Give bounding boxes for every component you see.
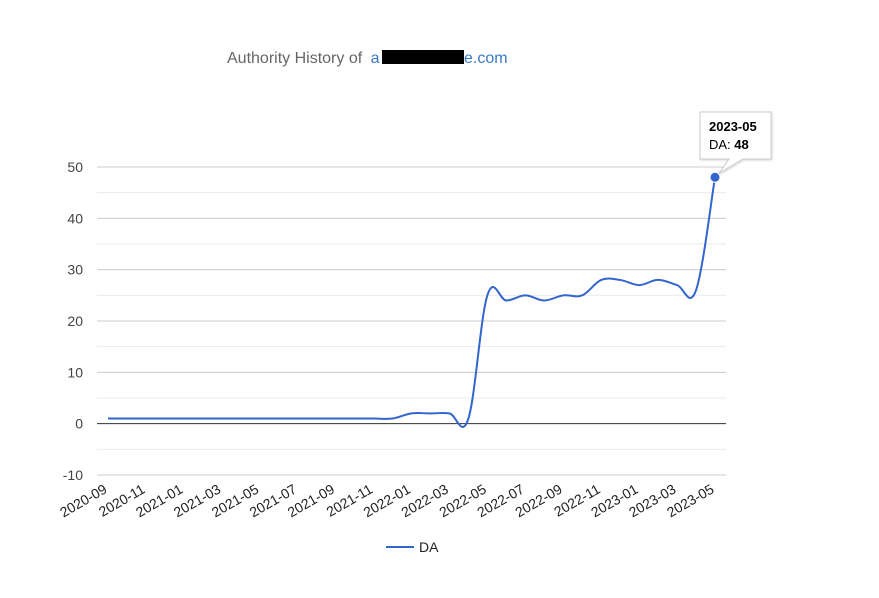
- chart-title: Authority History of a e.com: [227, 50, 508, 67]
- legend-label-da[interactable]: DA: [419, 539, 439, 555]
- y-tick-label: -10: [63, 467, 83, 483]
- tooltip-value-line: DA: 48: [709, 137, 749, 152]
- svg-text:Authority History of a: Authority History of a: [227, 50, 380, 67]
- y-tick-label: 10: [67, 364, 83, 380]
- chart-title-domain-start[interactable]: a: [371, 50, 380, 67]
- y-axis-ticks: -10 0 10 20 30 40 50: [63, 159, 83, 483]
- svg-text:e.com: e.com: [464, 50, 508, 67]
- y-tick-label: 30: [67, 262, 83, 278]
- y-tick-label: 40: [67, 210, 83, 226]
- tooltip: 2023-05 DA: 48: [699, 111, 772, 174]
- y-tick-label: 20: [67, 313, 83, 329]
- x-axis-ticks: 2020-092020-112021-012021-032021-052021-…: [57, 481, 717, 521]
- chart-title-domain-end[interactable]: e.com: [464, 50, 508, 67]
- grid-lines: [97, 166, 726, 476]
- legend: DA: [386, 539, 439, 555]
- tooltip-label: 2023-05: [709, 119, 757, 134]
- y-tick-label: 0: [75, 416, 83, 432]
- redaction-box: [382, 50, 464, 64]
- y-tick-label: 50: [67, 159, 83, 175]
- tooltip-series-label: DA:: [709, 137, 734, 152]
- tooltip-box: [699, 111, 772, 174]
- highlighted-data-point[interactable]: [709, 171, 721, 183]
- chart-title-prefix: Authority History of: [227, 50, 363, 67]
- series-lines: [108, 171, 721, 428]
- series-line-da[interactable]: [108, 177, 716, 428]
- tooltip-value: 48: [734, 137, 748, 152]
